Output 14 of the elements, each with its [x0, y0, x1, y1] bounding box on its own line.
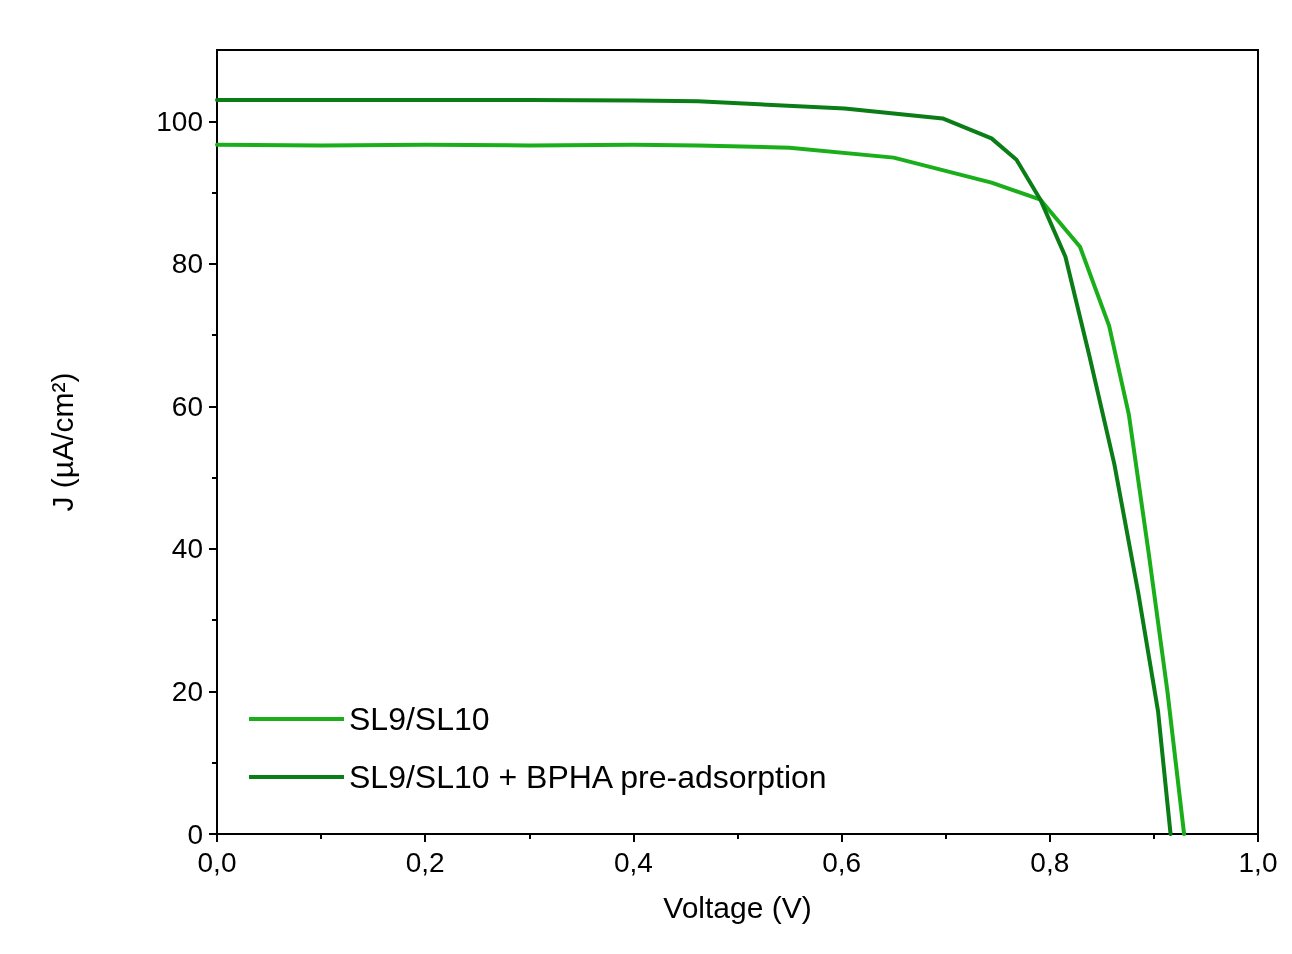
- y-tick-label: 80: [171, 248, 203, 280]
- y-tick-label: 40: [171, 533, 203, 565]
- x-tick-label: 0,6: [822, 846, 862, 878]
- y-tick-label: 20: [171, 675, 203, 707]
- x-tick-label: 0,2: [405, 846, 445, 878]
- x-tick-label: 1,0: [1238, 846, 1278, 878]
- y-tick-label: 60: [171, 390, 203, 422]
- legend-label: SL9/SL10: [349, 701, 490, 737]
- y-tick-label: 100: [156, 105, 203, 137]
- legend-label: SL9/SL10 + BPHA pre-adsorption: [349, 759, 827, 795]
- x-tick-label: 0,8: [1030, 846, 1070, 878]
- x-axis-title: Voltage (V): [663, 890, 812, 924]
- y-axis-title: J (µA/cm²): [45, 372, 79, 512]
- x-tick-label: 0,4: [613, 846, 653, 878]
